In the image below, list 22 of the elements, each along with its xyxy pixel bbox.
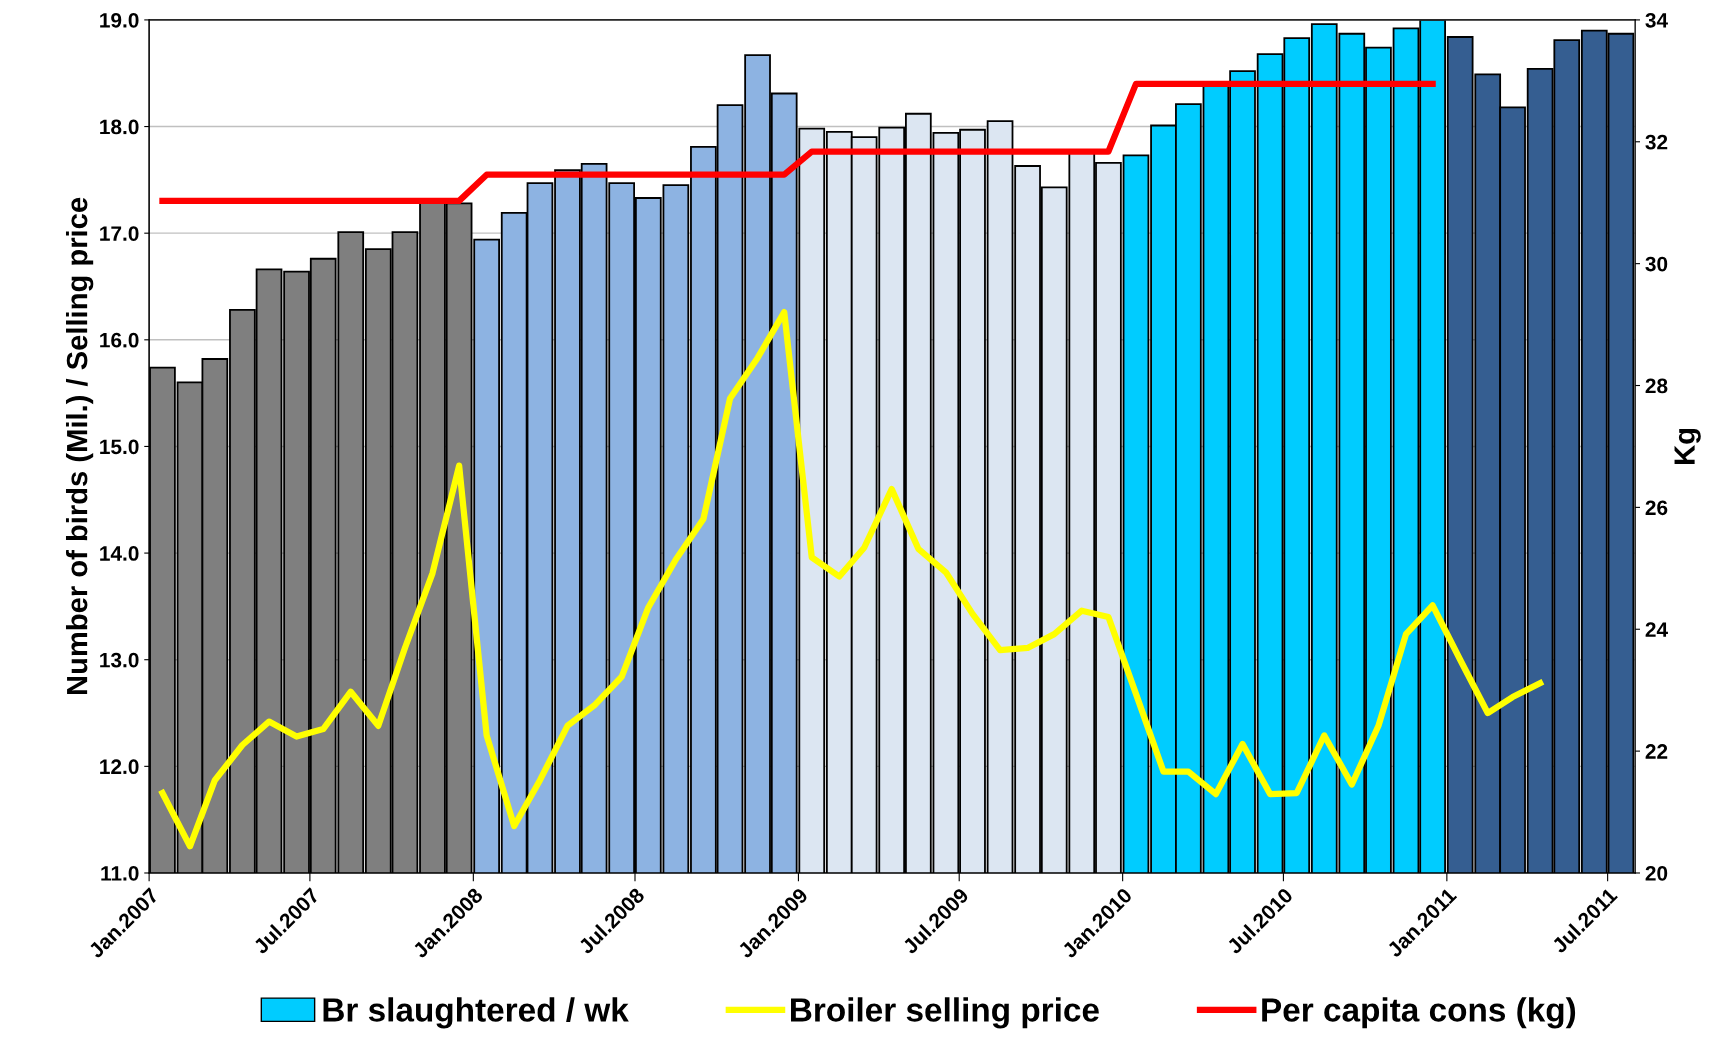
legend-label: Br slaughtered / wk bbox=[323, 997, 629, 1029]
y2-tick-label: 26 bbox=[1645, 500, 1668, 516]
y-tick-label: 13.0 bbox=[100, 652, 139, 668]
y2-tick-label: 20 bbox=[1645, 865, 1668, 881]
y2-tick-label: 28 bbox=[1645, 378, 1668, 394]
y-axis-title: Number of birds (Mil.) / Selling price bbox=[65, 197, 94, 695]
y-tick-label: 17.0 bbox=[100, 226, 139, 241]
legend-label: Per capita cons (kg) bbox=[1262, 997, 1576, 1029]
y-tick-label: 19.0 bbox=[100, 12, 139, 28]
y-tick-label: 15.0 bbox=[100, 439, 139, 455]
y2-tick-label: 34 bbox=[1645, 12, 1668, 28]
y-tick-label: 11.0 bbox=[101, 865, 139, 881]
y2-tick-label: 32 bbox=[1645, 134, 1668, 150]
y2-tick-label: 22 bbox=[1645, 744, 1668, 759]
y2-tick-label: 30 bbox=[1645, 256, 1668, 272]
y-tick-label: 12.0 bbox=[100, 759, 139, 775]
y-tick-label: 18.0 bbox=[100, 119, 139, 135]
y-tick-label: 14.0 bbox=[100, 546, 139, 561]
y2-axis-title: Kg bbox=[1674, 428, 1701, 464]
y-tick-label: 16.0 bbox=[100, 332, 139, 348]
legend-label: Broiler selling price bbox=[791, 997, 1099, 1029]
y2-tick-label: 24 bbox=[1645, 622, 1668, 637]
